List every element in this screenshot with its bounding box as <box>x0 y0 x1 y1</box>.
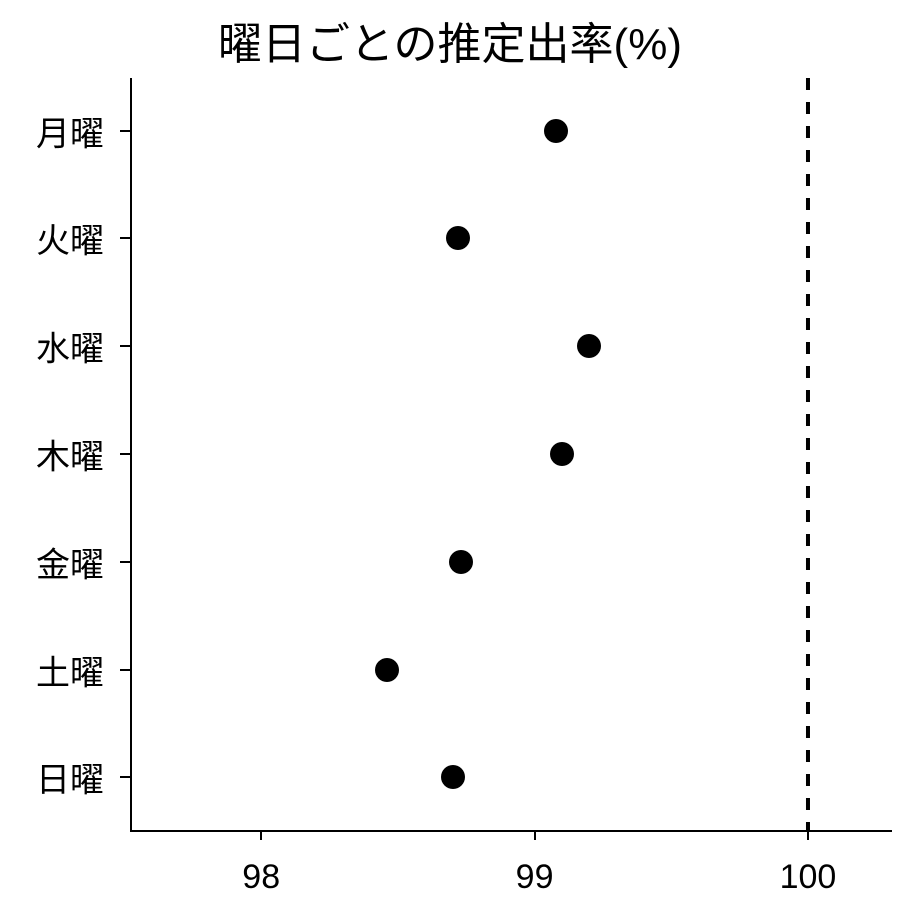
y-tick-mark <box>120 130 130 132</box>
y-tick-label: 日曜 <box>36 753 104 802</box>
x-tick-label: 98 <box>242 858 280 897</box>
y-tick-mark <box>120 669 130 671</box>
y-tick-mark <box>120 237 130 239</box>
x-tick-label: 100 <box>780 858 837 897</box>
y-tick-label: 月曜 <box>36 106 104 155</box>
y-tick-mark <box>120 345 130 347</box>
y-tick-mark <box>120 776 130 778</box>
y-tick-mark <box>120 453 130 455</box>
x-tick-mark <box>807 830 809 840</box>
y-tick-label: 土曜 <box>36 645 104 694</box>
x-tick-mark <box>260 830 262 840</box>
data-point <box>577 334 601 358</box>
chart-title: 曜日ごとの推定出率(%) <box>0 8 900 72</box>
y-tick-label: 木曜 <box>36 430 104 479</box>
plot-area <box>130 78 892 832</box>
y-tick-label: 火曜 <box>36 214 104 263</box>
y-tick-mark <box>120 561 130 563</box>
data-point <box>446 226 470 250</box>
data-point <box>544 119 568 143</box>
y-tick-label: 金曜 <box>36 537 104 586</box>
chart-container: 曜日ごとの推定出率(%) 月曜火曜水曜木曜金曜土曜日曜 98 99 100 <box>0 0 900 900</box>
x-tick-label: 99 <box>516 858 554 897</box>
data-point <box>375 658 399 682</box>
y-tick-label: 水曜 <box>36 322 104 371</box>
x-tick-mark <box>534 830 536 840</box>
data-point <box>449 550 473 574</box>
data-point <box>441 765 465 789</box>
data-point <box>550 442 574 466</box>
